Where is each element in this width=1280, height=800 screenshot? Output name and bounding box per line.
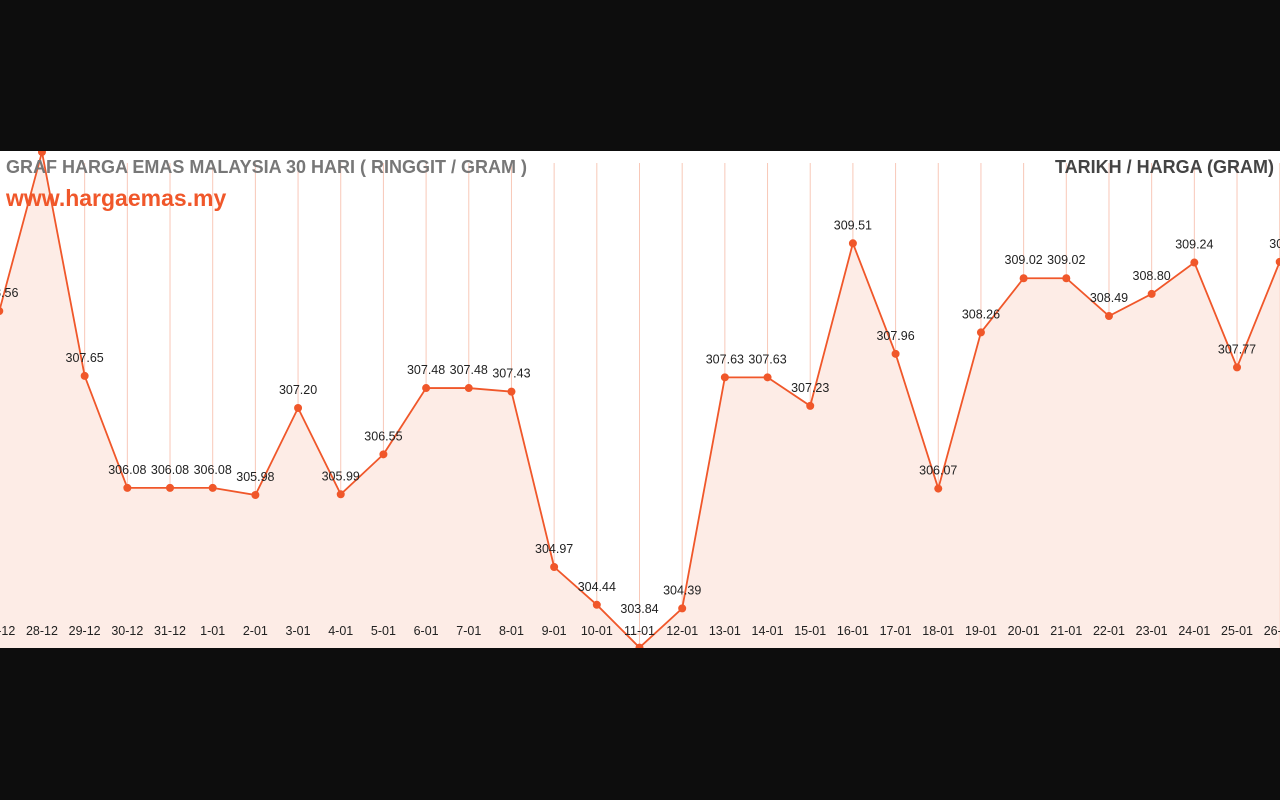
data-label: 309.51 (834, 218, 872, 232)
data-point (37, 151, 46, 157)
x-tick-label: 2-01 (243, 624, 268, 638)
data-point (635, 643, 644, 648)
data-label: 307.48 (450, 363, 488, 377)
x-tick-label: 28-12 (26, 624, 58, 638)
x-tick-label: 17-01 (880, 624, 912, 638)
x-tick-label: 10-01 (581, 624, 613, 638)
x-tick-label: 21-01 (1050, 624, 1082, 638)
data-label: 306.08 (151, 463, 189, 477)
x-tick-label: 6-01 (414, 624, 439, 638)
x-tick-label: 27-12 (0, 624, 15, 638)
data-label: 305.99 (322, 469, 360, 483)
data-label: 309 (1269, 237, 1280, 251)
x-tick-label: 3-01 (286, 624, 311, 638)
x-tick-label: 7-01 (456, 624, 481, 638)
data-point (422, 384, 431, 393)
line-chart: 27-12 28-12 29-12 30-12 31-12 1-01 2-01 3-01 4-0… (0, 151, 1280, 648)
x-tick-label: 23-01 (1136, 624, 1168, 638)
data-label: 307.23 (791, 381, 829, 395)
x-tick-label: 20-01 (1008, 624, 1040, 638)
data-point (678, 604, 687, 613)
data-point (763, 373, 772, 382)
data-label: 307.96 (876, 329, 914, 343)
data-point (934, 484, 943, 493)
data-label: 304.39 (663, 583, 701, 597)
data-label: 306.08 (194, 463, 232, 477)
data-point (806, 401, 815, 410)
data-point (251, 491, 260, 499)
x-tick-label: 14-01 (752, 624, 784, 638)
x-tick-label: 8-01 (499, 624, 524, 638)
data-point (507, 387, 516, 396)
data-label: 307.43 (492, 367, 530, 381)
x-tick-label: 16-01 (837, 624, 869, 638)
data-label: 304.44 (578, 580, 616, 594)
data-point (464, 384, 473, 393)
site-url[interactable]: www.hargaemas.my (6, 185, 227, 211)
data-label: 309.02 (1047, 253, 1085, 267)
data-point (80, 371, 89, 380)
data-point (1190, 258, 1199, 267)
data-label: 306.07 (919, 464, 957, 478)
area-fill (0, 152, 1280, 648)
data-label: 307.77 (1218, 342, 1256, 356)
x-tick-label: 13-01 (709, 624, 741, 638)
data-point (1275, 257, 1280, 266)
data-point (720, 373, 729, 382)
data-label: 306.55 (364, 429, 402, 443)
data-point (1019, 274, 1028, 283)
data-point (208, 483, 217, 492)
x-tick-label: 26-01 (1264, 624, 1280, 638)
data-label: 309.24 (1175, 238, 1213, 252)
data-label: 305.98 (236, 470, 274, 484)
x-tick-label: 5-01 (371, 624, 396, 638)
data-point (976, 328, 985, 337)
data-label: 308.80 (1133, 269, 1171, 283)
data-point (848, 239, 857, 248)
data-point (550, 563, 559, 572)
x-tick-label: 30-12 (111, 624, 143, 638)
data-label: 304.97 (535, 542, 573, 556)
x-tick-label: 18-01 (922, 624, 954, 638)
x-tick-label: 29-12 (69, 624, 101, 638)
data-label: 308.26 (962, 307, 1000, 321)
data-label: 307.20 (279, 383, 317, 397)
data-point (294, 404, 303, 413)
x-tick-label: 9-01 (542, 624, 567, 638)
data-point (891, 349, 900, 358)
x-tick-label: 4-01 (328, 624, 353, 638)
chart-title: GRAF HARGA EMAS MALAYSIA 30 HARI ( RINGG… (6, 157, 528, 177)
data-point (123, 483, 132, 492)
data-label: 308.49 (1090, 291, 1128, 305)
legend-title: TARIKH / HARGA (GRAM) (1055, 157, 1274, 177)
data-point (1233, 363, 1242, 372)
data-point (1147, 289, 1156, 298)
x-tick-label: 11-01 (624, 624, 655, 638)
data-label: 307.63 (748, 352, 786, 366)
chart-area: 27-12 28-12 29-12 30-12 31-12 1-01 2-01 3-01 4-0… (0, 151, 1280, 648)
data-point (166, 483, 175, 492)
data-label: 309.02 (1005, 253, 1043, 267)
data-label: 307.48 (407, 363, 445, 377)
x-tick-label: 15-01 (794, 624, 826, 638)
x-tick-label: 22-01 (1093, 624, 1125, 638)
x-tick-label: 31-12 (154, 624, 186, 638)
x-tick-label: 25-01 (1221, 624, 1253, 638)
data-point (592, 600, 601, 609)
x-tick-label: 19-01 (965, 624, 997, 638)
data-label: 307.63 (706, 352, 744, 366)
x-tick-label: 1-01 (200, 624, 225, 638)
data-label: 307.65 (66, 351, 104, 365)
data-point (1104, 312, 1113, 321)
data-point (379, 450, 388, 459)
data-label: 306.08 (108, 463, 146, 477)
x-tick-label: 12-01 (666, 624, 698, 638)
data-point (336, 490, 345, 499)
x-tick-label: 24-01 (1178, 624, 1210, 638)
data-label: 308.56 (0, 286, 18, 300)
data-point (0, 307, 4, 315)
data-label: 303.84 (620, 602, 658, 616)
data-point (1062, 274, 1071, 283)
